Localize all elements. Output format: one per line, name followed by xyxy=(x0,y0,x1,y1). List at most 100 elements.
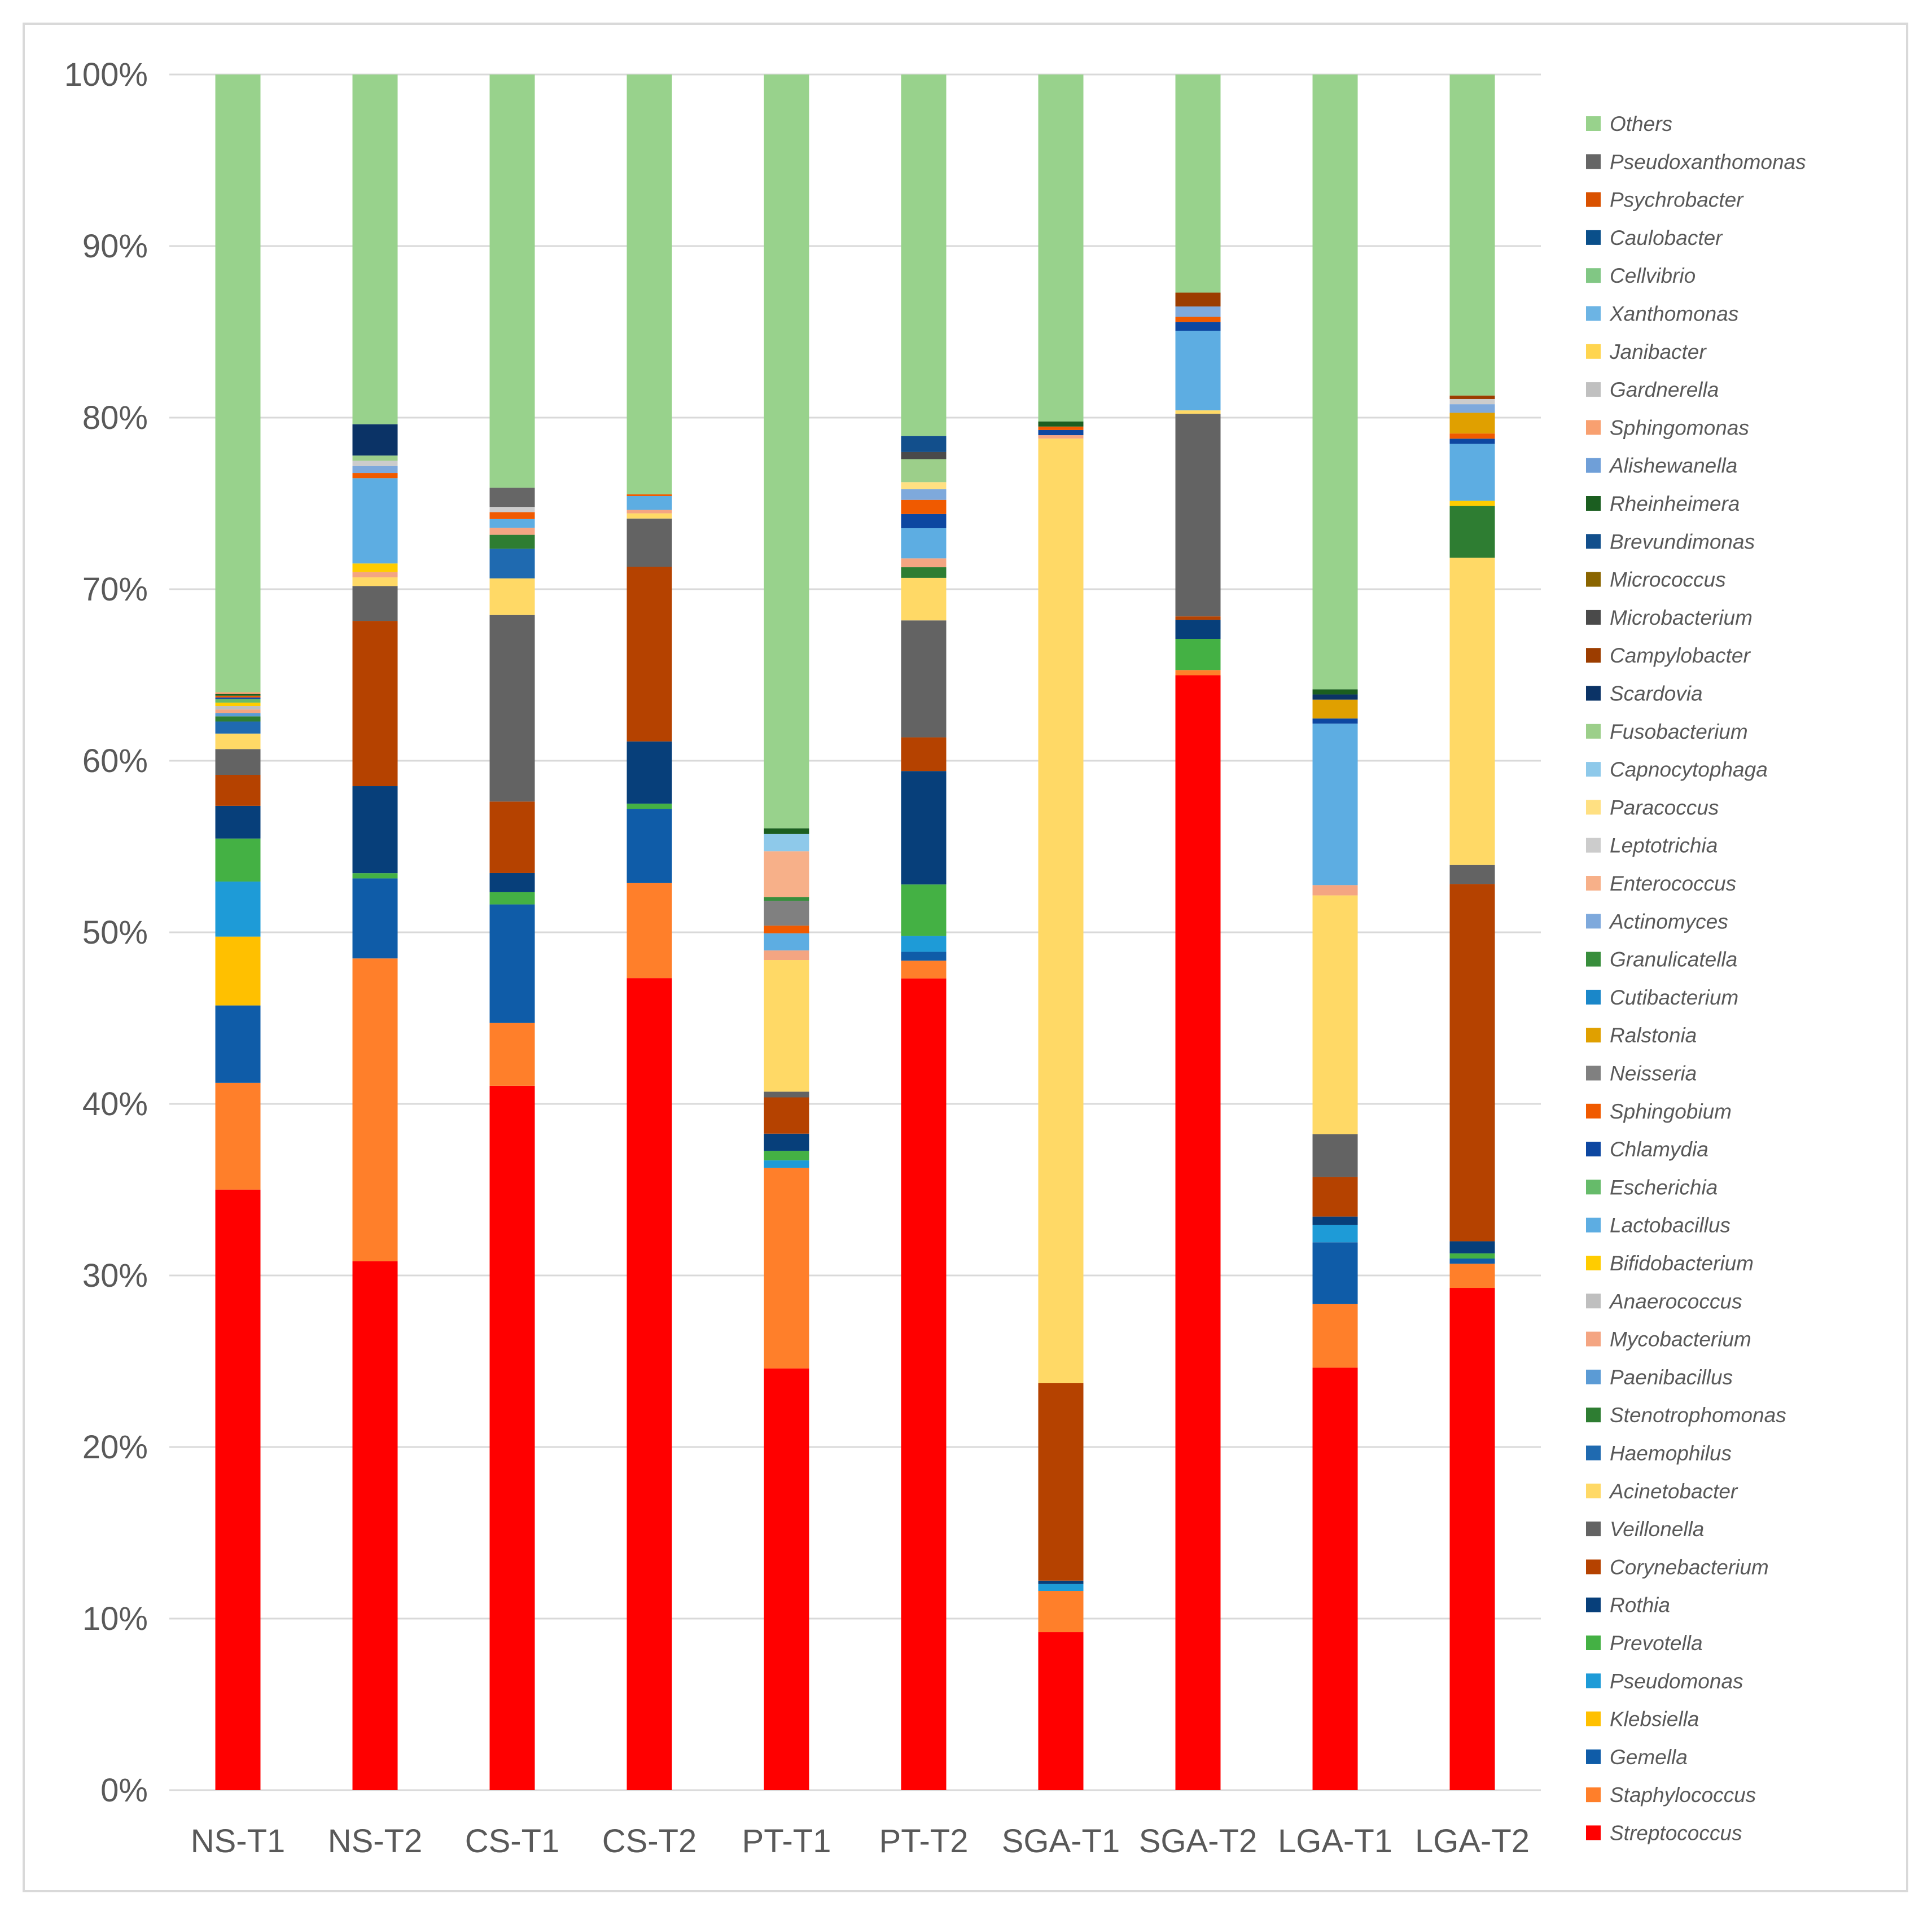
bar-segment-sphingobium-ns-t1 xyxy=(215,695,261,698)
legend-swatch xyxy=(1586,1256,1601,1270)
legend-label: Sphingobium xyxy=(1610,1100,1732,1123)
x-category-label: LGA-T1 xyxy=(1278,1823,1392,1860)
legend-label: Paracoccus xyxy=(1610,796,1719,819)
bar-segment-staphylococcus-cs-t2 xyxy=(627,883,672,979)
legend-label: Lactobacillus xyxy=(1610,1214,1731,1237)
legend-item: Veillonella xyxy=(1586,1518,1704,1541)
legend-swatch xyxy=(1586,268,1601,283)
bar-segment-stenotrophomonas-pt-t2 xyxy=(901,567,947,578)
bar-segment-campylobacter-sga-t2 xyxy=(1175,292,1221,307)
legend-label: Janibacter xyxy=(1609,340,1707,363)
bar-segment-acinetobacter-ns-t1 xyxy=(215,733,261,749)
bar-segment-stenotrophomonas-cs-t1 xyxy=(489,534,535,549)
legend-swatch xyxy=(1586,192,1601,207)
bar-segment-sphingobium-sga-t2 xyxy=(1175,317,1221,322)
bar-segment-neisseria-pt-t1 xyxy=(764,901,809,926)
legend-label: Anaerococcus xyxy=(1609,1290,1742,1313)
bar-segment-actinomyces-sga-t2 xyxy=(1175,306,1221,317)
legend-label: Microbacterium xyxy=(1610,606,1753,629)
legend-label: Acinetobacter xyxy=(1609,1480,1738,1503)
bar-segment-others-sga-t2 xyxy=(1175,74,1221,293)
x-category-label: PT-T1 xyxy=(742,1823,831,1860)
legend-item: Paenibacillus xyxy=(1586,1366,1733,1389)
bars xyxy=(215,74,1495,1790)
legend-swatch xyxy=(1586,952,1601,967)
bar-segment-others-cs-t2 xyxy=(627,74,672,494)
legend-item: Campylobacter xyxy=(1586,644,1751,667)
legend-swatch xyxy=(1586,1066,1601,1081)
legend-swatch xyxy=(1586,686,1601,701)
bar-segment-pseudomonas-pt-t1 xyxy=(764,1160,809,1168)
bar-segment-rothia-sga-t2 xyxy=(1175,620,1221,639)
bar-segment-others-lga-t1 xyxy=(1312,74,1358,690)
legend-label: Psychrobacter xyxy=(1610,188,1744,212)
bar-segment-scardovia-lga-t1 xyxy=(1312,694,1358,700)
legend-item: Sphingomonas xyxy=(1586,416,1749,439)
bar-segment-gemella-lga-t1 xyxy=(1312,1242,1358,1304)
bar-segment-actinomyces-ns-t2 xyxy=(352,466,398,473)
bar-segment-lactobacillus-pt-t1 xyxy=(764,933,809,951)
legend-swatch xyxy=(1586,724,1601,739)
bar-segment-streptococcus-cs-t2 xyxy=(627,978,672,1790)
legend-label: Haemophilus xyxy=(1610,1442,1732,1465)
bar-segment-capnocytophaga-pt-t1 xyxy=(764,834,809,852)
legend-label: Enterococcus xyxy=(1610,872,1736,895)
bar-segment-rothia-pt-t2 xyxy=(901,771,947,885)
bar-segment-mycobacterium-ns-t2 xyxy=(352,572,398,578)
legend-label: Klebsiella xyxy=(1610,1708,1699,1731)
legend-swatch xyxy=(1586,1711,1601,1726)
legend-label: Caulobacter xyxy=(1610,226,1723,249)
bar-segment-lactobacillus-lga-t1 xyxy=(1312,724,1358,885)
bar-segment-campylobacter-lga-t2 xyxy=(1449,395,1495,399)
bar-segment-corynebacterium-cs-t1 xyxy=(489,801,535,873)
bar-stack-NS-T1 xyxy=(215,74,261,1790)
legend-swatch xyxy=(1586,534,1601,549)
bar-segment-streptococcus-ns-t1 xyxy=(215,1189,261,1790)
legend-label: Capnocytophaga xyxy=(1610,758,1768,781)
legend-item: Lactobacillus xyxy=(1586,1214,1731,1237)
legend-item: Paracoccus xyxy=(1586,796,1719,819)
legend-item: Others xyxy=(1586,112,1672,135)
bar-segment-others-ns-t1 xyxy=(215,74,261,692)
bar-segment-paracoccus-pt-t2 xyxy=(901,482,947,489)
legend-label: Chlamydia xyxy=(1610,1138,1708,1161)
bar-segment-acinetobacter-pt-t1 xyxy=(764,960,809,1092)
bar-segment-veillonella-lga-t2 xyxy=(1449,865,1495,884)
legend-item: Caulobacter xyxy=(1586,226,1723,249)
legend-label: Veillonella xyxy=(1610,1518,1704,1541)
legend-item: Ralstonia xyxy=(1586,1024,1697,1047)
legend-item: Actinomyces xyxy=(1586,910,1728,933)
legend-item: Capnocytophaga xyxy=(1586,758,1768,781)
bar-segment-veillonella-cs-t2 xyxy=(627,518,672,567)
y-tick-label: 40% xyxy=(82,1086,148,1123)
legend-label: Campylobacter xyxy=(1610,644,1751,667)
bar-segment-leptotrichia-ns-t2 xyxy=(352,461,398,466)
x-category-label: SGA-T2 xyxy=(1139,1823,1258,1860)
bar-segment-lactobacillus-lga-t2 xyxy=(1449,444,1495,501)
bar-segment-sphingobium-pt-t2 xyxy=(901,499,947,514)
bar-segment-pseudoxanthomonas-cs-t1 xyxy=(489,488,535,507)
legend-swatch xyxy=(1586,1445,1601,1461)
legend-label: Brevundimonas xyxy=(1610,530,1755,553)
y-tick-label: 80% xyxy=(82,400,148,436)
bar-segment-acinetobacter-sga-t1 xyxy=(1038,439,1084,1383)
x-axis-category-labels: NS-T1 NS-T2 CS-T1 CS-T2 PT-T1 PT-T2 SGA-T1 SGA-… xyxy=(191,1823,1530,1860)
bar-segment-staphylococcus-lga-t2 xyxy=(1449,1264,1495,1288)
bar-segment-mycobacterium-pt-t1 xyxy=(764,950,809,961)
bar-segment-staphylococcus-ns-t1 xyxy=(215,1082,261,1190)
legend-label: Cutibacterium xyxy=(1610,986,1738,1009)
y-tick-label: 60% xyxy=(82,743,148,779)
bar-segment-gemella-ns-t2 xyxy=(352,878,398,959)
bar-segment-pseudomonas-lga-t1 xyxy=(1312,1225,1358,1243)
bar-segment-lactobacillus-pt-t2 xyxy=(901,528,947,559)
legend-swatch xyxy=(1586,572,1601,587)
legend-item: Psychrobacter xyxy=(1586,188,1744,212)
legend-label: Fusobacterium xyxy=(1610,720,1748,743)
bar-stack-PT-T2 xyxy=(901,74,947,1790)
bar-segment-mycobacterium-pt-t2 xyxy=(901,558,947,568)
legend-item: Klebsiella xyxy=(1586,1708,1699,1731)
bar-segment-veillonella-sga-t2 xyxy=(1175,414,1221,617)
legend-item: Alishewanella xyxy=(1586,454,1737,477)
bar-segment-bifidobacterium-ns-t2 xyxy=(352,563,398,572)
